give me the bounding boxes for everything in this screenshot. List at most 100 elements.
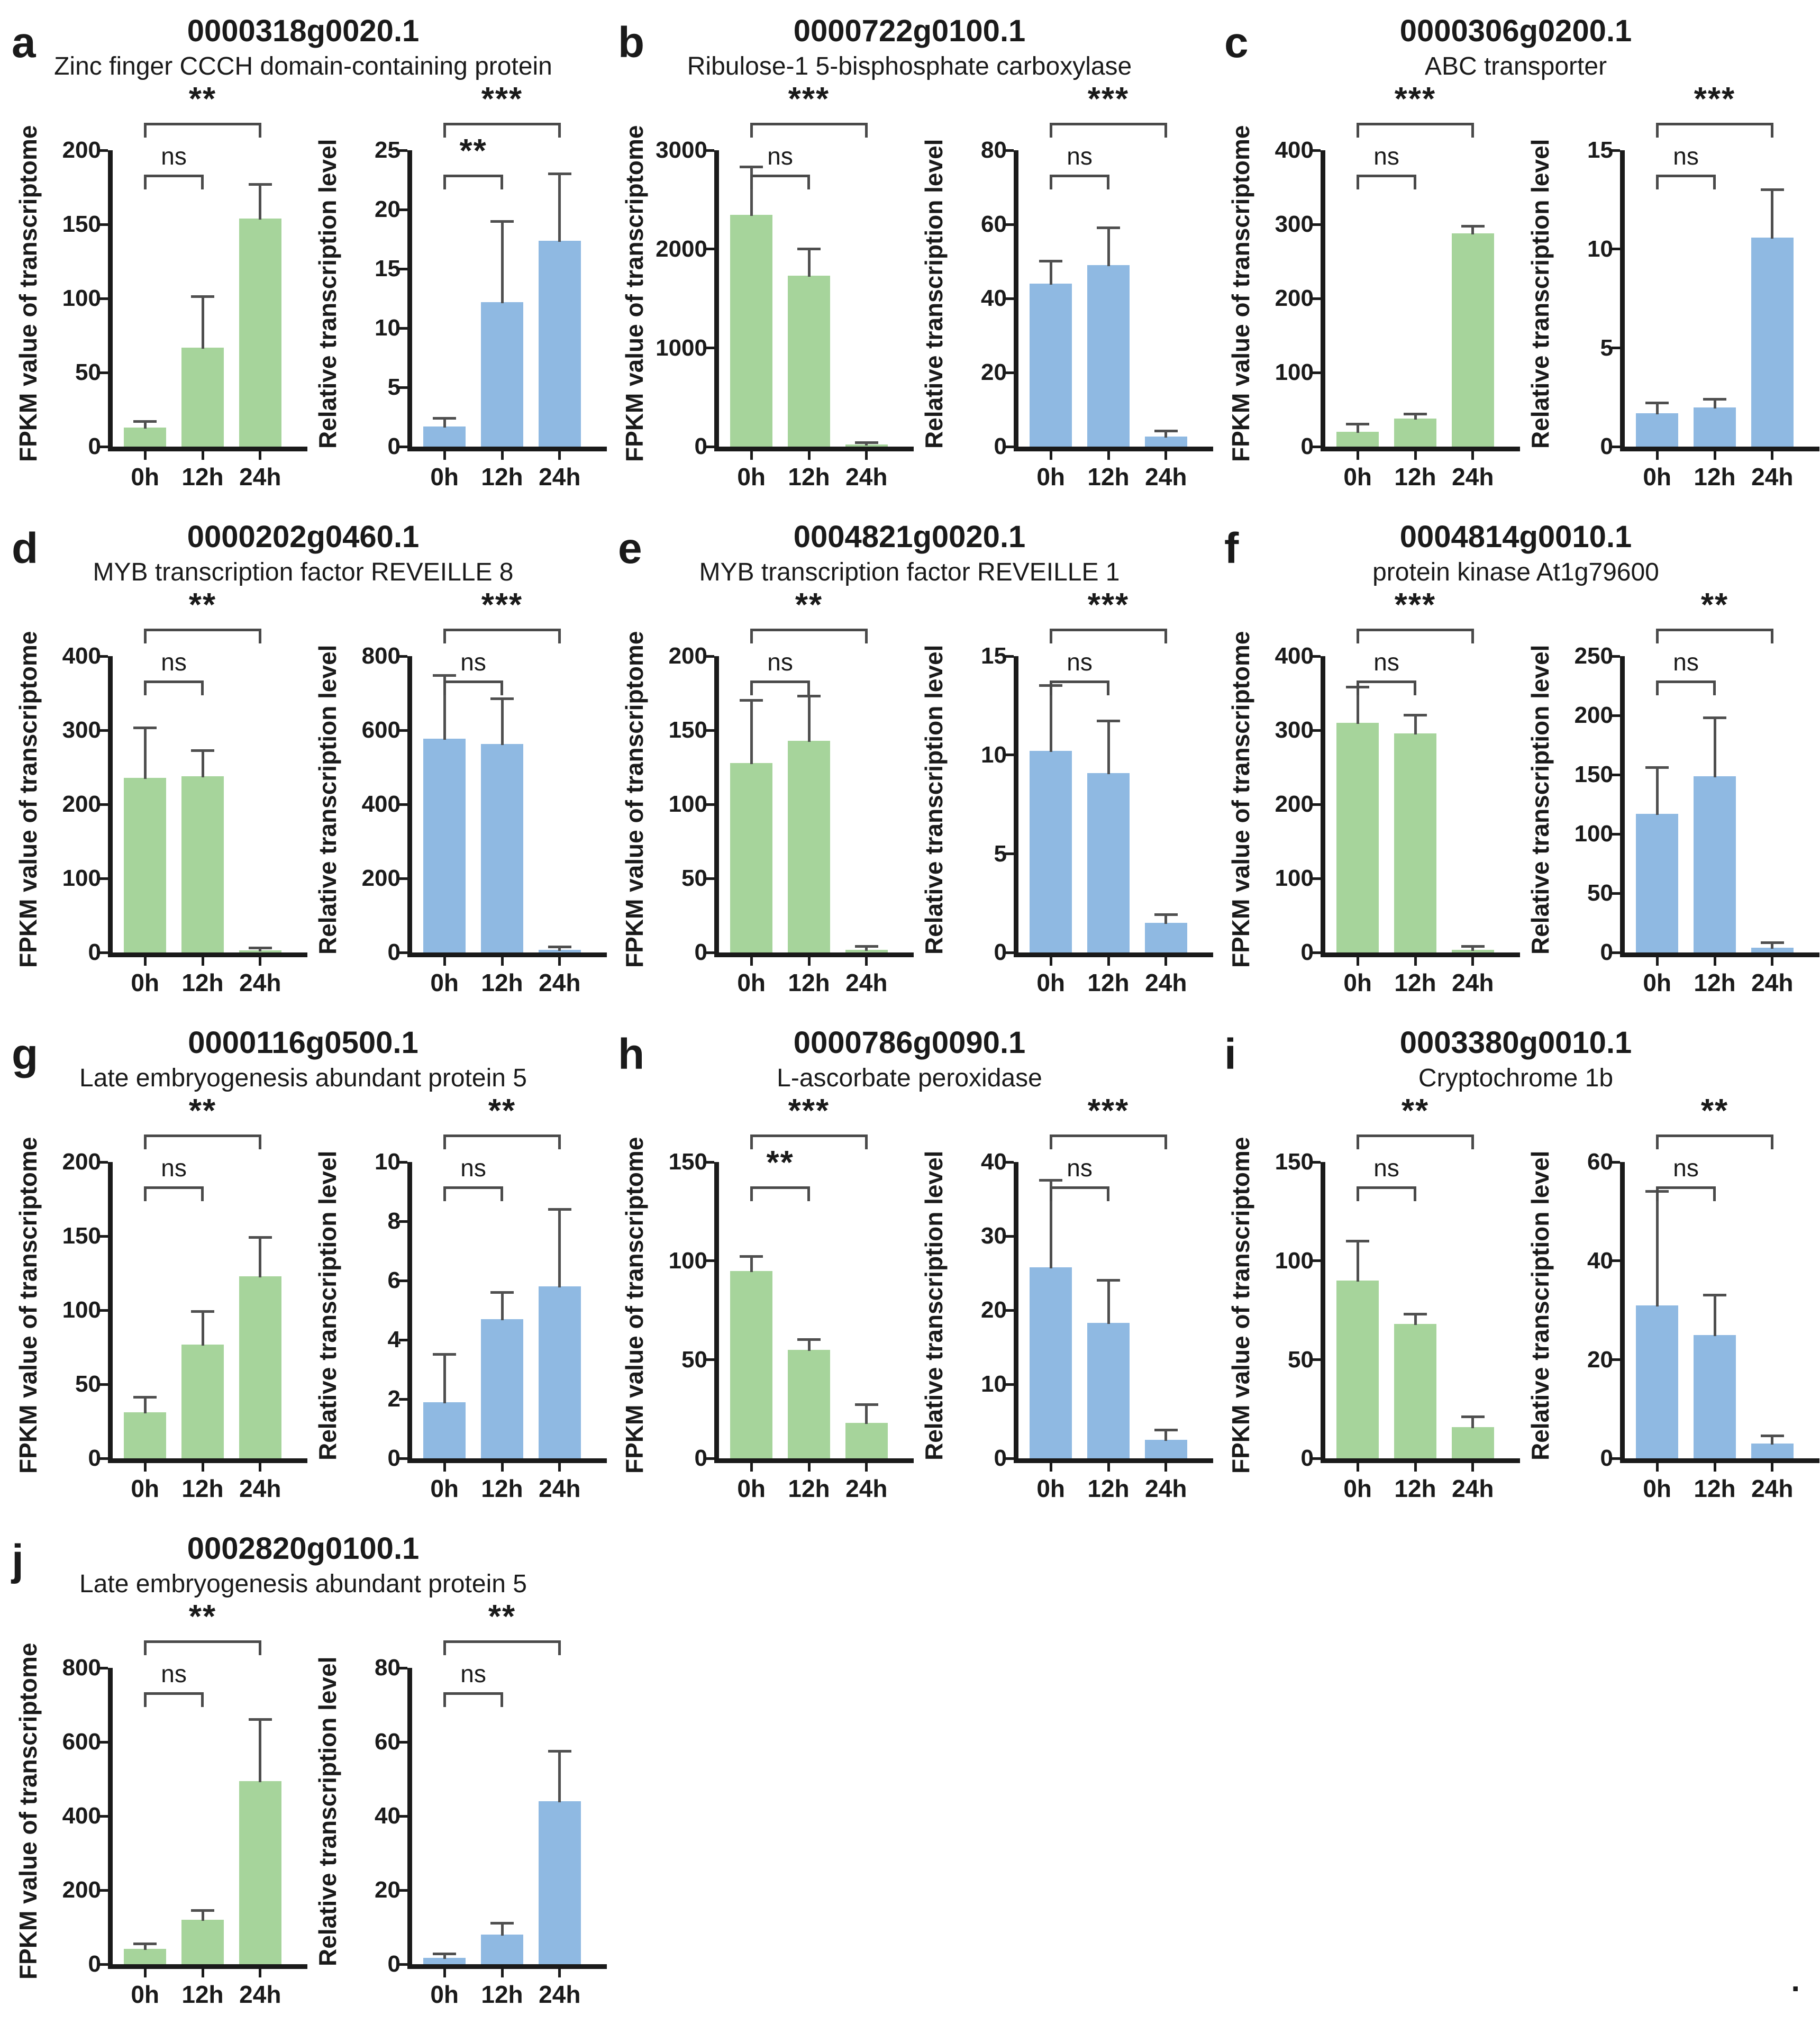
y-tick-label: 300 — [62, 717, 101, 743]
x-tick-label: 12h — [788, 1475, 830, 1503]
bracket-end — [143, 1692, 147, 1708]
y-tick-label: 150 — [62, 1223, 101, 1249]
bracket-line — [1655, 175, 1716, 178]
bracket-end — [750, 175, 753, 190]
y-tick-label: 10 — [981, 1371, 1007, 1397]
y-axis-tick — [399, 1338, 407, 1341]
significance-bracket: ns — [443, 1660, 504, 1708]
x-axis-tick — [1771, 451, 1774, 460]
data-bar-12h — [1694, 1335, 1736, 1459]
data-bar-0h — [124, 427, 167, 447]
x-axis-tick — [1771, 1463, 1774, 1472]
bracket-end — [807, 175, 811, 190]
data-bar-12h — [1694, 776, 1736, 953]
bracket-end — [1356, 1134, 1359, 1150]
significance-bracket: ns — [1356, 648, 1417, 696]
y-tick-label: 0 — [387, 1951, 401, 1977]
bracket-line — [1655, 1134, 1774, 1138]
x-tick-label: 12h — [1087, 969, 1130, 997]
x-axis-tick — [1713, 1463, 1716, 1472]
error-bar-line — [443, 1954, 446, 1959]
data-bar-0h — [423, 1402, 466, 1459]
y-tick-label: 600 — [361, 717, 401, 743]
relative-transcription-bar-chart: Relative transcription level 0 50 100 150 20… — [1517, 587, 1819, 1000]
error-bar-cap — [490, 1291, 514, 1294]
panel-letter: i — [1224, 1030, 1236, 1078]
y-axis-tick — [1005, 149, 1014, 152]
y-tick-label: 20 — [1587, 1346, 1613, 1373]
x-tick-label: 24h — [239, 969, 281, 997]
x-axis-tick — [807, 1463, 811, 1472]
error-bar-line — [1107, 228, 1110, 267]
bracket-end — [443, 1640, 446, 1656]
ns-significance-label: ns — [161, 142, 187, 170]
bracket-end — [1655, 1186, 1659, 1202]
gene-id-title: 0000202g0460.1 — [187, 520, 420, 554]
gene-id-title: 0003380g0010.1 — [1399, 1025, 1632, 1060]
data-bar-12h — [1394, 733, 1436, 953]
x-axis-line — [899, 1458, 914, 1464]
x-tick-label: 24h — [1452, 1475, 1494, 1503]
data-bar-12h — [788, 276, 830, 447]
y-axis-tick — [706, 248, 714, 251]
asterisk-significance-label: *** — [1694, 81, 1736, 118]
ns-significance-label: ns — [1673, 142, 1699, 170]
x-tick-label: 24h — [1145, 463, 1187, 491]
gene-id-title: 0004814g0010.1 — [1399, 520, 1632, 554]
y-axis-tick — [1312, 1358, 1321, 1362]
x-axis-tick — [501, 1969, 504, 1978]
bracket-end — [501, 1186, 504, 1202]
y-axis-tick — [1005, 754, 1014, 757]
y-tick-label: 4 — [387, 1327, 401, 1353]
x-tick-label: 0h — [1036, 1475, 1066, 1503]
bracket-end — [1414, 175, 1417, 190]
data-bar-24h — [845, 444, 888, 447]
data-bar-0h — [124, 1948, 167, 1965]
data-bar-12h — [1694, 407, 1736, 447]
y-tick-label: 0 — [994, 433, 1007, 460]
y-axis-tick — [399, 149, 407, 152]
bracket-end — [1049, 123, 1052, 138]
y-axis-tick — [399, 1963, 407, 1966]
y-tick-label: 200 — [361, 865, 401, 892]
bracket-line — [750, 175, 811, 178]
error-bar-line — [201, 751, 204, 778]
error-bar-line — [807, 696, 811, 742]
y-tick-label: 30 — [981, 1223, 1007, 1249]
error-bar-line — [259, 948, 262, 952]
y-tick-label: 0 — [1600, 1445, 1613, 1472]
ns-significance-label: ns — [460, 648, 486, 676]
y-tick-label: 5 — [1600, 334, 1613, 361]
error-bar-line — [1414, 715, 1417, 734]
x-tick-label: 24h — [1452, 463, 1494, 491]
y-axis-tick — [1612, 1259, 1620, 1263]
significance-bracket: ** — [143, 587, 262, 644]
y-axis-tick — [1005, 1457, 1014, 1460]
figure-panel: g 0000116g0500.1 Late embryogenesis abun… — [0, 1012, 607, 1518]
bracket-line — [443, 1134, 561, 1138]
error-bar-line — [501, 1923, 504, 1936]
asterisk-significance-label: ** — [795, 587, 823, 624]
asterisk-significance-label: ** — [188, 587, 217, 624]
error-bar-cap — [854, 1403, 878, 1406]
y-tick-label: 200 — [1275, 791, 1314, 818]
y-tick-label: 80 — [375, 1655, 401, 1681]
x-tick-label: 12h — [788, 463, 830, 491]
error-bar-line — [1771, 1436, 1774, 1445]
error-bar-cap — [133, 1942, 157, 1945]
bracket-end — [558, 1134, 561, 1150]
bracket-line — [1356, 1134, 1475, 1138]
y-axis-tick — [1312, 1259, 1321, 1263]
y-tick-label: 50 — [681, 1346, 707, 1373]
data-bar-0h — [1636, 1305, 1679, 1459]
x-axis-line — [293, 1458, 307, 1464]
error-bar-cap — [490, 220, 514, 223]
fpkm-bar-chart: FPKM value of transcriptome 0 50 100 150 0h 1… — [1218, 1093, 1520, 1506]
bracket-end — [201, 1186, 204, 1202]
x-axis-tick — [1356, 957, 1359, 966]
bracket-end — [750, 680, 753, 696]
y-tick-label: 8 — [387, 1208, 401, 1235]
panel-letter: j — [12, 1536, 24, 1584]
y-tick-label: 20 — [375, 1877, 401, 1903]
plot-area: 0 2 4 6 8 10 0h 12h 24h ns ** — [375, 1093, 607, 1502]
